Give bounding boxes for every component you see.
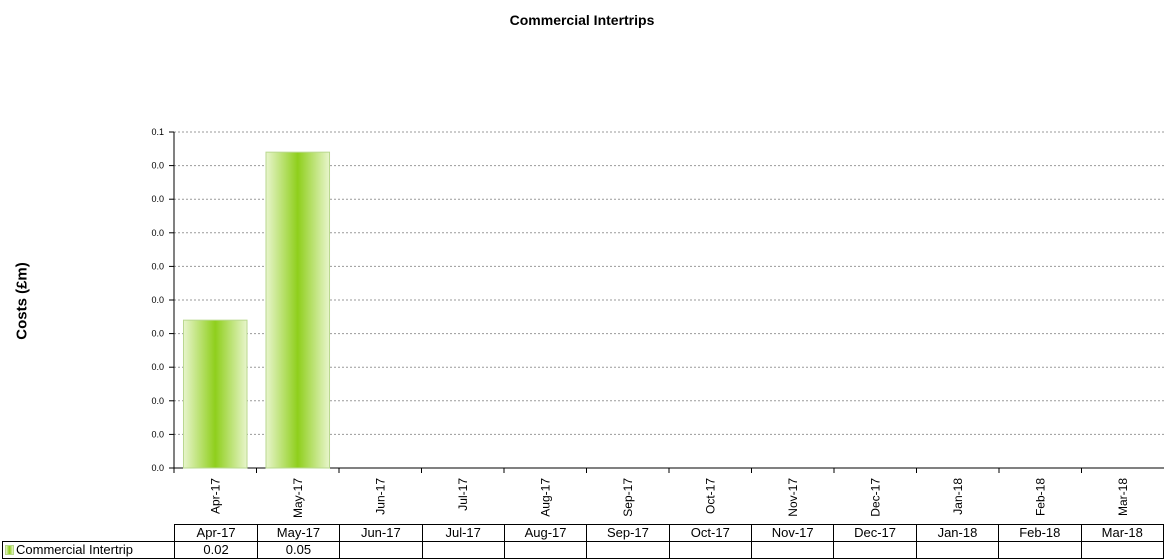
x-tick-label: Nov-17 xyxy=(786,478,800,517)
x-tick-label: Oct-17 xyxy=(703,478,717,514)
y-tick-label: 0.0 xyxy=(151,463,164,473)
x-tick-label: Dec-17 xyxy=(868,478,882,517)
table-header-cell: Nov-17 xyxy=(750,524,835,542)
y-tick-label: 0.0 xyxy=(151,228,164,238)
bar-Apr-17 xyxy=(182,319,248,469)
bar-May-17 xyxy=(265,151,331,469)
chart-plot: 0.0 0.0 0.0 0.0 0.0 0.0 0.0 0.0 0.0 0.0 0.1 Apr-17 M… xyxy=(151,127,1164,518)
y-tick-label: 0.0 xyxy=(151,261,164,271)
data-table: Apr-17 May-17 Jun-17 Jul-17 Aug-17 Sep-17 Oct-… xyxy=(1,524,1164,559)
table-cell xyxy=(503,541,588,559)
y-tick-label: 0.0 xyxy=(151,295,164,305)
y-tick-label: 0.1 xyxy=(151,127,164,137)
y-tick-label: 0.0 xyxy=(151,362,164,372)
series-name: Commercial Intertrip xyxy=(16,542,134,558)
table-header-row: Apr-17 May-17 Jun-17 Jul-17 Aug-17 Sep-17 Oct-… xyxy=(3,524,1164,542)
table-header-cell: Feb-18 xyxy=(998,524,1082,542)
table-header-cell: Jun-17 xyxy=(339,524,423,542)
table-header-cell: Oct-17 xyxy=(668,524,753,542)
legend-key-icon xyxy=(5,545,14,555)
x-tick-label: Apr-17 xyxy=(208,478,222,514)
table-cell xyxy=(668,541,753,559)
table-header-cell: Aug-17 xyxy=(503,524,588,542)
table-header-cell: Dec-17 xyxy=(833,524,917,542)
x-tick-label: May-17 xyxy=(291,478,305,518)
table-header-cell: Sep-17 xyxy=(586,524,670,542)
table-cell xyxy=(1080,541,1164,559)
x-tick-label: Mar-18 xyxy=(1116,478,1130,516)
x-tick-label: Jun-17 xyxy=(373,478,387,515)
table-cell xyxy=(750,541,835,559)
table-cell xyxy=(833,541,917,559)
x-tick-label: Feb-18 xyxy=(1033,478,1047,516)
table-cell xyxy=(421,541,505,559)
table-cell xyxy=(915,541,1000,559)
table-header-cell: Jan-18 xyxy=(915,524,1000,542)
x-tick-label: Aug-17 xyxy=(538,478,552,517)
table-corner xyxy=(3,525,175,542)
table-cell xyxy=(339,541,423,559)
table-header-cell: Apr-17 xyxy=(174,524,258,542)
y-tick-label: 0.0 xyxy=(151,429,164,439)
table-header-cell: May-17 xyxy=(256,524,341,542)
legend-entry: Commercial Intertrip xyxy=(1,541,176,559)
table-cell: 0.05 xyxy=(256,541,341,559)
table-cell xyxy=(998,541,1082,559)
x-tick-label: Jan-18 xyxy=(951,478,965,515)
table-header-cell: Mar-18 xyxy=(1080,524,1164,542)
table-header-cell: Jul-17 xyxy=(421,524,505,542)
y-tick-label: 0.0 xyxy=(151,396,164,406)
chart-title: Commercial Intertrips xyxy=(509,12,655,28)
table-cell: 0.02 xyxy=(174,541,258,559)
table-row: Commercial Intertrip 0.02 0.05 xyxy=(1,541,1164,559)
y-tick-label: 0.0 xyxy=(151,329,164,339)
table-cell xyxy=(586,541,670,559)
x-tick-label: Jul-17 xyxy=(456,478,470,511)
y-tick-label: 0.0 xyxy=(151,194,164,204)
y-tick-label: 0.0 xyxy=(151,161,164,171)
x-tick-label: Sep-17 xyxy=(621,478,635,517)
